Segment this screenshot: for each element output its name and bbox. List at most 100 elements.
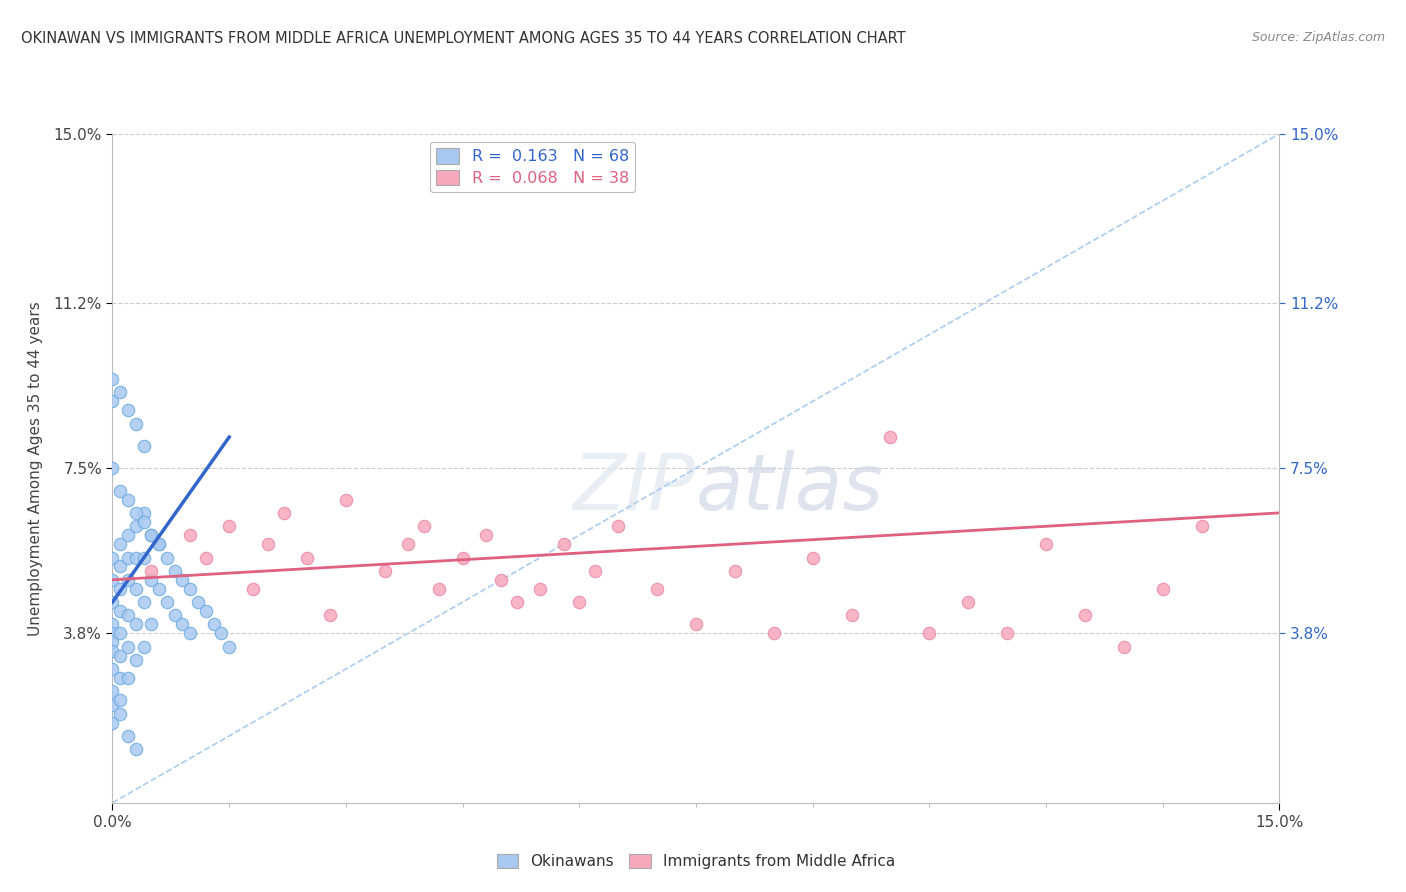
Point [110, 537, 132, 551]
Point [724, 564, 747, 578]
Point [172, 617, 194, 632]
Legend: Okinawans, Immigrants from Middle Africa: Okinawans, Immigrants from Middle Africa [491, 847, 901, 875]
Point [117, 403, 139, 417]
Point [879, 430, 901, 444]
Point [529, 582, 551, 596]
Point [645, 582, 668, 596]
Point [101, 662, 124, 676]
Point [583, 564, 606, 578]
Point [148, 537, 170, 551]
Point [125, 653, 148, 667]
Point [396, 537, 419, 551]
Point [491, 573, 513, 587]
Point [685, 617, 707, 632]
Point [101, 394, 124, 409]
Point [101, 595, 124, 609]
Point [801, 550, 824, 565]
Point [132, 640, 155, 654]
Point [475, 528, 498, 542]
Point [110, 648, 132, 663]
Point [209, 626, 232, 640]
Point [179, 528, 201, 542]
Point [110, 559, 132, 574]
Point [427, 582, 450, 596]
Point [202, 617, 225, 632]
Point [141, 617, 163, 632]
Point [101, 644, 124, 658]
Point [156, 550, 179, 565]
Point [117, 729, 139, 743]
Point [762, 626, 785, 640]
Point [553, 537, 575, 551]
Point [117, 492, 139, 507]
Point [117, 550, 139, 565]
Point [141, 528, 163, 542]
Text: Source: ZipAtlas.com: Source: ZipAtlas.com [1251, 31, 1385, 45]
Point [1191, 519, 1213, 533]
Point [101, 684, 124, 698]
Point [117, 640, 139, 654]
Point [568, 595, 591, 609]
Point [273, 506, 295, 520]
Point [918, 626, 941, 640]
Point [125, 506, 148, 520]
Point [194, 604, 217, 618]
Point [179, 582, 201, 596]
Point [172, 573, 194, 587]
Point [148, 582, 170, 596]
Point [117, 528, 139, 542]
Point [110, 693, 132, 707]
Point [101, 372, 124, 386]
Point [101, 617, 124, 632]
Point [957, 595, 980, 609]
Point [335, 492, 357, 507]
Text: atlas: atlas [696, 450, 884, 526]
Point [110, 385, 132, 400]
Point [141, 564, 163, 578]
Point [1035, 537, 1057, 551]
Point [117, 608, 139, 623]
Point [110, 706, 132, 721]
Point [141, 528, 163, 542]
Point [125, 742, 148, 756]
Point [506, 595, 529, 609]
Point [132, 550, 155, 565]
Point [110, 604, 132, 618]
Point [125, 617, 148, 632]
Point [295, 550, 318, 565]
Point [110, 582, 132, 596]
Point [218, 519, 240, 533]
Point [117, 573, 139, 587]
Point [117, 671, 139, 685]
Point [374, 564, 396, 578]
Text: ZIP: ZIP [574, 450, 696, 526]
Point [132, 439, 155, 453]
Point [125, 582, 148, 596]
Point [101, 715, 124, 730]
Point [412, 519, 434, 533]
Point [163, 608, 186, 623]
Point [1074, 608, 1097, 623]
Point [110, 483, 132, 498]
Point [110, 671, 132, 685]
Point [101, 626, 124, 640]
Point [841, 608, 863, 623]
Point [141, 573, 163, 587]
Point [125, 550, 148, 565]
Point [110, 626, 132, 640]
Point [995, 626, 1018, 640]
Point [125, 417, 148, 431]
Point [101, 698, 124, 712]
Point [187, 595, 209, 609]
Point [607, 519, 630, 533]
Point [179, 626, 201, 640]
Point [257, 537, 280, 551]
Point [156, 595, 179, 609]
Point [148, 537, 170, 551]
Point [319, 608, 342, 623]
Point [132, 506, 155, 520]
Point [101, 635, 124, 649]
Point [194, 550, 217, 565]
Point [101, 461, 124, 475]
Point [163, 564, 186, 578]
